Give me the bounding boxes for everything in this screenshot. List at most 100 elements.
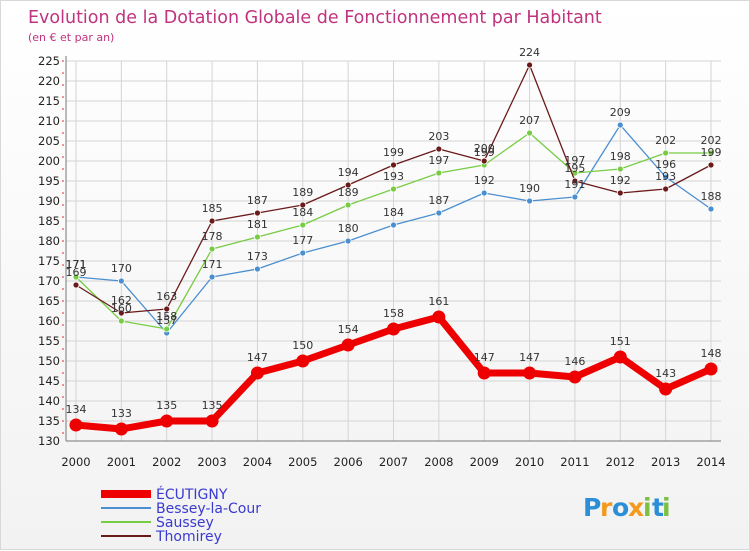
data-point-saussey (435, 169, 443, 177)
data-label-thomirey: 199 (701, 146, 722, 159)
data-label--cutigny: 135 (156, 399, 177, 412)
data-point--cutigny (432, 310, 446, 324)
logo-letter: i (643, 493, 652, 522)
data-label-saussey: 184 (292, 206, 313, 219)
data-point-thomirey (72, 281, 80, 289)
data-label--cutigny: 150 (292, 339, 313, 352)
y-tick-label: 165 (38, 294, 60, 308)
data-point-bessey-la-cour (526, 197, 533, 205)
data-label-bessey-la-cour: 171 (66, 258, 87, 271)
data-point-saussey (254, 233, 261, 241)
data-label-saussey: 197 (428, 154, 449, 167)
data-point-thomirey (117, 309, 125, 317)
data-label-bessey-la-cour: 173 (247, 250, 268, 263)
data-point-saussey (344, 201, 352, 209)
data-point-thomirey (435, 145, 443, 153)
data-label-saussey: 198 (610, 150, 631, 163)
data-point--cutigny (250, 366, 264, 380)
y-tick-label: 185 (38, 214, 60, 228)
x-tick-label: 2003 (197, 455, 226, 469)
data-label-saussey: 171 (66, 258, 87, 271)
data-label-bessey-la-cour: 191 (564, 178, 585, 191)
data-label-bessey-la-cour: 188 (701, 190, 722, 203)
legend-label--cutigny: ÉCUTIGNY (156, 486, 228, 503)
data-point-thomirey (254, 209, 261, 217)
data-label-bessey-la-cour: 157 (156, 314, 177, 327)
data-label-bessey-la-cour: 180 (338, 222, 359, 235)
data-label-thomirey: 189 (292, 186, 313, 199)
data-label-bessey-la-cour: 192 (474, 174, 495, 187)
x-tick-label: 2005 (288, 455, 317, 469)
data-point-thomirey (163, 305, 171, 313)
data-label-saussey: 207 (519, 114, 540, 127)
logo-letter: r (600, 493, 613, 522)
data-label-thomirey: 203 (428, 130, 449, 143)
data-label-saussey: 193 (383, 170, 404, 183)
y-tick-label: 205 (38, 134, 60, 148)
data-point--cutigny (659, 382, 673, 396)
data-label-thomirey: 187 (247, 194, 268, 207)
data-point-thomirey (390, 161, 397, 169)
data-label--cutigny: 151 (610, 335, 631, 348)
data-point-thomirey (344, 181, 352, 189)
logo-letter: x (628, 493, 644, 522)
logo-letter: P (583, 493, 601, 522)
data-label-thomirey: 169 (66, 266, 87, 279)
data-point-thomirey (480, 157, 488, 165)
data-point-thomirey (616, 189, 624, 197)
data-label--cutigny: 154 (338, 323, 359, 336)
data-point-saussey (390, 185, 397, 193)
y-tick-label: 225 (38, 54, 60, 68)
data-point--cutigny (568, 370, 582, 384)
data-label--cutigny: 161 (428, 295, 449, 308)
data-point--cutigny (523, 366, 537, 380)
data-label-thomirey: 193 (655, 170, 676, 183)
data-label--cutigny: 135 (202, 399, 223, 412)
y-tick-label: 155 (38, 334, 60, 348)
data-labels: 171 170 157 171 173 177 180 184 187 192 190 191 209 1… (66, 46, 722, 420)
data-point-bessey-la-cour (571, 193, 579, 201)
x-tick-label: 2008 (424, 455, 453, 469)
data-point-bessey-la-cour (299, 249, 307, 257)
data-label--cutigny: 146 (564, 355, 585, 368)
x-tick-label: 2010 (515, 455, 544, 469)
data-point-saussey (163, 325, 171, 333)
proxiti-logo: Pr oxi ti (583, 493, 671, 522)
data-label-bessey-la-cour: 209 (610, 106, 631, 119)
x-tick-label: 2009 (470, 455, 499, 469)
y-tick-label: 220 (38, 74, 60, 88)
data-point-bessey-la-cour (344, 237, 352, 245)
logo-letter: t (652, 493, 664, 522)
x-tick-label: 2007 (379, 455, 408, 469)
data-point-thomirey (208, 217, 216, 225)
data-label--cutigny: 148 (701, 347, 722, 360)
data-label-thomirey: 199 (383, 146, 404, 159)
legend-label-thomirey: Thomirey (155, 529, 222, 545)
data-point-saussey (616, 165, 624, 173)
data-label-saussey: 199 (474, 146, 495, 159)
x-tick-label: 2011 (560, 455, 589, 469)
data-label--cutigny: 147 (474, 351, 495, 364)
data-label--cutigny: 134 (66, 403, 87, 416)
y-tick-label: 200 (38, 154, 60, 168)
y-tick-label: 180 (38, 234, 60, 248)
data-label-saussey: 189 (338, 186, 359, 199)
data-label-thomirey: 194 (338, 166, 359, 179)
data-point-saussey (72, 273, 80, 281)
x-tick-label: 2000 (61, 455, 90, 469)
data-point--cutigny (114, 422, 128, 436)
data-label-bessey-la-cour: 187 (428, 194, 449, 207)
data-label-saussey: 160 (111, 302, 132, 315)
y-tick-label: 195 (38, 174, 60, 188)
axes: 130 135 140 145 150 155 160 165 170 175 180 185 190 1… (38, 54, 726, 469)
data-label-thomirey: 185 (202, 202, 223, 215)
data-point-bessey-la-cour (117, 277, 125, 285)
data-label--cutigny: 143 (655, 367, 676, 380)
x-tick-label: 2014 (696, 455, 725, 469)
data-point-saussey (299, 221, 307, 229)
x-tick-label: 2002 (152, 455, 181, 469)
data-point--cutigny (704, 362, 718, 376)
data-point-bessey-la-cour (254, 265, 261, 273)
